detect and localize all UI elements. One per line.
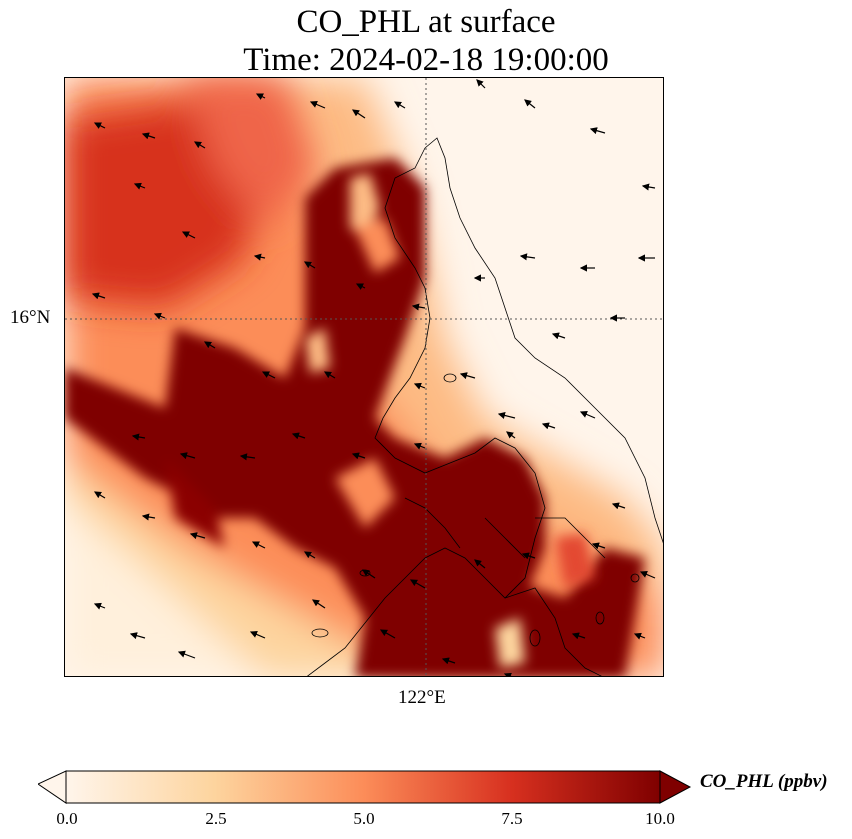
plume-northwest xyxy=(65,78,315,308)
wind-arrow xyxy=(611,502,626,510)
wind-arrow xyxy=(181,231,196,239)
wind-arrow xyxy=(379,629,396,639)
wind-arrow xyxy=(409,579,426,589)
wind-arrow xyxy=(355,283,366,290)
plot-time-subtitle: Time: 2024-02-18 19:00:00 xyxy=(243,42,609,78)
colorbar xyxy=(38,770,692,804)
wind-arrow xyxy=(249,631,266,639)
colorbar-tick-3: 7.5 xyxy=(501,809,523,828)
colorbar-tick-0: 0.0 xyxy=(56,809,78,828)
wind-arrow xyxy=(519,253,536,261)
wind-arrow xyxy=(551,332,566,340)
wind-arrow xyxy=(459,372,476,380)
wind-arrow xyxy=(303,261,316,269)
wind-arrow xyxy=(589,127,606,135)
plot-title: CO_PHL at surface xyxy=(296,4,556,40)
wind-arrow xyxy=(633,632,646,640)
wind-arrow xyxy=(571,632,586,640)
wind-arrow xyxy=(393,101,406,109)
colorbar-tick-4: 10.0 xyxy=(645,809,675,828)
map-panel xyxy=(64,77,664,677)
wind-arrow xyxy=(591,542,606,550)
wind-arrow xyxy=(503,672,512,676)
wind-arrow xyxy=(474,559,486,569)
wind-arrow xyxy=(91,292,106,300)
coastline xyxy=(306,137,663,676)
wind-arrow xyxy=(303,551,316,559)
wind-arrow xyxy=(441,657,456,665)
wind-arrow xyxy=(639,571,656,579)
gridlines xyxy=(65,78,663,676)
wind-arrow xyxy=(413,442,426,450)
wind-arrow xyxy=(521,552,536,560)
wind-arrow xyxy=(506,431,516,439)
colorbar-extend-high xyxy=(659,770,692,804)
wind-arrow xyxy=(641,183,656,191)
wind-arrow xyxy=(153,312,166,320)
wind-arrow xyxy=(312,599,326,609)
wind-arrow xyxy=(251,541,266,549)
wind-arrow xyxy=(141,513,156,521)
wind-arrow xyxy=(291,432,306,440)
colorbar-label: CO_PHL (ppbv) xyxy=(700,771,828,792)
wind-arrow xyxy=(193,141,206,149)
colorbar-gradient xyxy=(65,770,661,804)
wind-arrow xyxy=(239,453,256,461)
wind-arrow xyxy=(352,109,366,119)
wind-vectors xyxy=(91,79,656,676)
wind-arrow xyxy=(261,371,276,379)
wind-arrow xyxy=(93,602,106,610)
wind-arrow xyxy=(253,253,266,261)
wind-arrow xyxy=(133,182,146,190)
wind-arrow xyxy=(255,93,266,100)
wind-arrow xyxy=(323,371,336,379)
plume-interior-gaps xyxy=(305,173,595,668)
wind-arrow xyxy=(476,79,486,89)
wind-arrow xyxy=(203,341,216,349)
wind-arrow xyxy=(141,132,156,140)
wind-arrow xyxy=(524,99,536,109)
wind-arrow xyxy=(413,382,426,390)
wind-arrow xyxy=(351,452,366,460)
wind-arrow xyxy=(541,422,556,430)
latitude-tick-label: 16°N xyxy=(10,307,51,328)
wind-arrow xyxy=(93,491,106,499)
longitude-tick-label: 122°E xyxy=(398,687,446,708)
colorbar-extend-low xyxy=(38,770,67,804)
colorbar-tick-1: 2.5 xyxy=(205,809,227,828)
wind-arrow xyxy=(177,650,196,659)
wind-arrow xyxy=(131,433,146,441)
wind-arrow xyxy=(362,569,376,579)
wind-arrow xyxy=(579,411,596,419)
wind-arrow xyxy=(309,101,326,109)
plume-high xyxy=(65,158,645,676)
wind-arrow xyxy=(129,632,146,640)
wind-arrow xyxy=(497,411,516,419)
colorbar-tick-2: 5.0 xyxy=(353,809,375,828)
wind-arrow xyxy=(93,122,106,129)
wind-arrow xyxy=(179,452,196,460)
wind-arrow xyxy=(411,303,426,311)
wind-arrow xyxy=(189,532,206,540)
concentration-map xyxy=(65,78,663,676)
